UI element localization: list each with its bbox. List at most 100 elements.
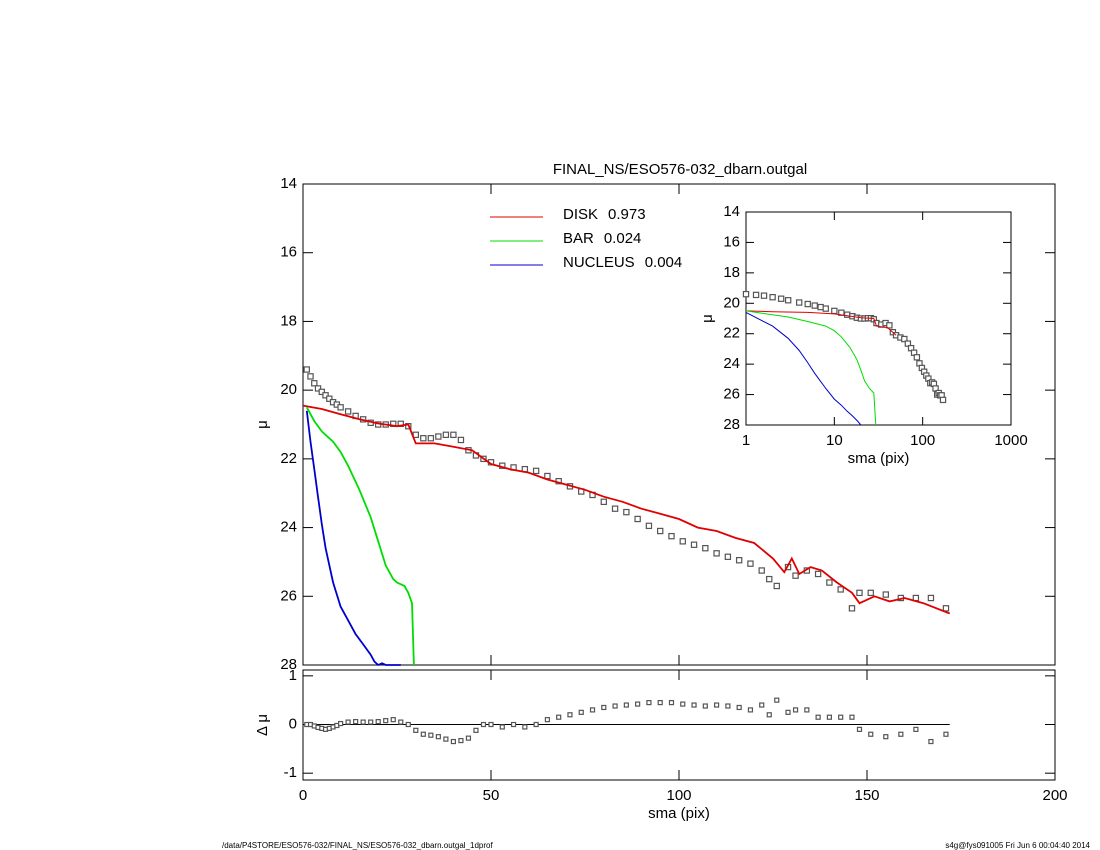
- legend-label: BAR: [563, 230, 594, 247]
- data-point: [544, 472, 551, 480]
- data-point: [898, 731, 904, 737]
- data-point: [735, 557, 743, 564]
- plot-frame: [745, 211, 1012, 426]
- model-line: [745, 310, 877, 426]
- data-point: [344, 408, 352, 415]
- data-point: [939, 396, 947, 404]
- data-point: [844, 311, 851, 318]
- data-point: [375, 718, 381, 725]
- data-point: [337, 404, 344, 411]
- x-tick-label: 100: [666, 787, 691, 804]
- y-tick-label: 18: [280, 312, 297, 329]
- x-tick-label: 150: [854, 787, 879, 804]
- y-tick-label: 24: [723, 355, 740, 372]
- data-point: [849, 714, 855, 720]
- data-point: [901, 335, 908, 343]
- x-tick-label: 0: [299, 787, 307, 804]
- data-point: [766, 712, 772, 718]
- data-point: [634, 515, 641, 523]
- y-tick-label: 20: [723, 294, 740, 311]
- legend-fraction: 0.024: [604, 230, 642, 247]
- y-tick-label: 14: [723, 203, 740, 220]
- data-point: [927, 594, 935, 602]
- data-point: [646, 700, 652, 706]
- data-point: [645, 522, 653, 530]
- data-point: [522, 724, 528, 730]
- data-point: [848, 605, 856, 612]
- data-point: [826, 579, 833, 586]
- data-point: [867, 589, 874, 597]
- data-point: [480, 721, 487, 728]
- data-point: [822, 305, 829, 312]
- data-point: [383, 718, 389, 724]
- data-point: [668, 700, 675, 706]
- x-tick-label: 100: [910, 432, 935, 449]
- data-point: [465, 735, 472, 741]
- data-point: [556, 714, 562, 720]
- data-point: [428, 732, 434, 738]
- footer-left: /data/P4STORE/ESO576-032/FINAL_NS/ESO576…: [222, 841, 493, 850]
- data-point: [450, 431, 457, 439]
- data-point: [702, 544, 709, 552]
- legend-label: DISK: [563, 206, 598, 223]
- data-point: [856, 726, 863, 732]
- y-axis-label: μ: [699, 314, 716, 323]
- x-axis-label: sma (pix): [848, 450, 910, 467]
- data-point: [747, 707, 754, 713]
- data-point: [702, 703, 708, 709]
- x-tick-label: 50: [483, 787, 500, 804]
- data-point: [795, 299, 803, 306]
- data-point: [773, 582, 780, 590]
- data-point: [532, 467, 540, 475]
- x-tick-label: 10: [826, 432, 843, 449]
- data-point: [831, 307, 838, 315]
- legend-fraction: 0.004: [645, 254, 683, 271]
- data-point: [458, 737, 464, 744]
- data-point: [611, 505, 619, 512]
- data-point: [612, 703, 618, 709]
- data-point: [691, 702, 697, 708]
- data-point: [886, 322, 893, 329]
- data-point: [817, 303, 824, 311]
- data-point: [679, 538, 686, 545]
- data-point: [450, 738, 456, 745]
- data-point: [533, 721, 539, 728]
- data-point: [913, 354, 921, 361]
- data-point: [792, 707, 799, 713]
- data-point: [600, 498, 608, 506]
- data-point: [777, 295, 785, 302]
- data-point: [713, 702, 720, 708]
- data-point: [804, 300, 811, 308]
- data-point: [420, 731, 426, 737]
- data-point: [311, 380, 318, 387]
- data-point: [826, 714, 833, 720]
- data-point: [815, 714, 821, 720]
- x-axis-label: sma (pix): [648, 805, 710, 822]
- data-point: [785, 709, 791, 715]
- data-point: [814, 570, 822, 578]
- data-point: [811, 302, 818, 309]
- data-point: [398, 719, 404, 725]
- data-point: [882, 591, 890, 598]
- y-tick-label: 16: [280, 244, 297, 261]
- data-point: [368, 719, 374, 725]
- y-axis-label: Δ μ: [254, 714, 271, 736]
- data-point: [457, 436, 465, 444]
- data-point: [413, 727, 419, 733]
- data-point: [943, 731, 949, 737]
- data-point: [578, 709, 584, 715]
- data-point: [326, 395, 333, 402]
- data-point: [784, 297, 792, 304]
- y-tick-label: 22: [280, 450, 297, 467]
- model-line: [306, 406, 415, 666]
- data-point: [314, 385, 322, 392]
- data-point: [544, 717, 551, 723]
- y-tick-label: -1: [284, 764, 297, 781]
- data-point: [360, 719, 366, 725]
- data-point: [766, 575, 773, 583]
- y-tick-label: 20: [280, 381, 297, 398]
- data-point: [657, 700, 663, 706]
- data-point: [623, 702, 629, 708]
